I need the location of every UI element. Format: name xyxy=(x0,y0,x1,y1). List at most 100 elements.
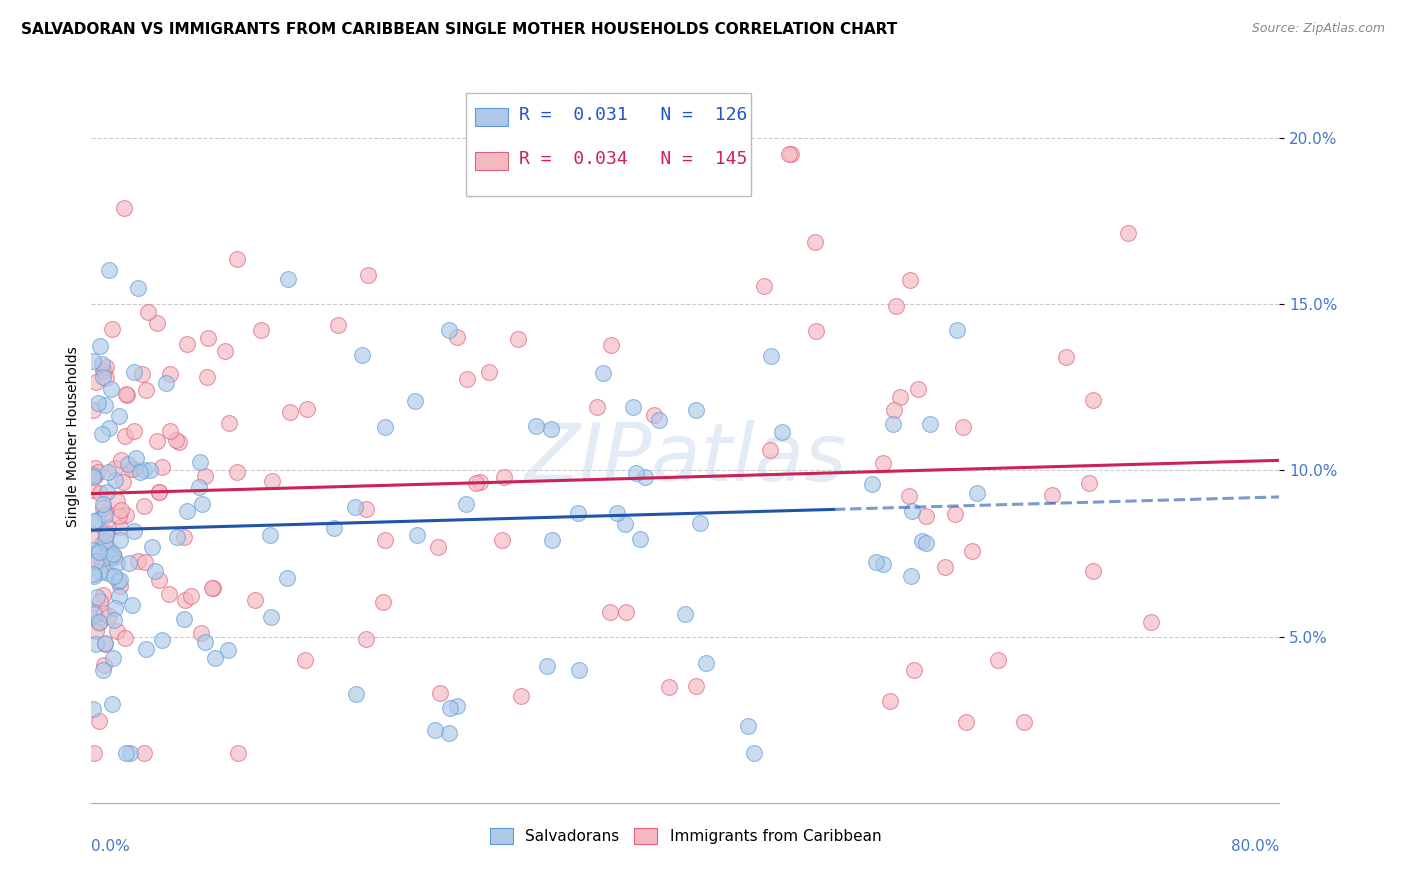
Point xyxy=(326,318,349,332)
Point xyxy=(614,605,637,619)
Point xyxy=(83,468,105,483)
Point xyxy=(872,456,894,470)
Point xyxy=(97,566,120,581)
Point xyxy=(599,605,621,619)
Text: 0.0%: 0.0% xyxy=(91,839,131,855)
Point xyxy=(118,556,141,570)
Point xyxy=(134,746,156,760)
Point xyxy=(695,656,717,670)
Text: 80.0%: 80.0% xyxy=(1232,839,1279,855)
Point xyxy=(114,746,136,760)
Point xyxy=(173,530,195,544)
Point xyxy=(174,592,197,607)
Point xyxy=(93,508,115,522)
Point xyxy=(541,533,564,548)
Point xyxy=(804,324,827,338)
Point xyxy=(344,687,367,701)
Point xyxy=(82,354,104,368)
Point xyxy=(540,422,562,436)
Point xyxy=(217,642,239,657)
Point xyxy=(84,636,107,650)
Point xyxy=(1078,476,1101,491)
Point xyxy=(114,508,136,523)
Point xyxy=(150,460,173,475)
Point xyxy=(96,528,118,542)
Point xyxy=(124,450,146,465)
Point xyxy=(966,486,988,500)
Point xyxy=(404,393,426,408)
Point xyxy=(1014,714,1036,729)
Point xyxy=(148,573,170,587)
Point xyxy=(262,474,284,488)
Point xyxy=(93,364,115,378)
Y-axis label: Single Mother Households: Single Mother Households xyxy=(66,347,80,527)
Point xyxy=(491,533,513,547)
Point xyxy=(194,468,217,483)
Point xyxy=(105,556,128,570)
Point xyxy=(770,425,793,439)
Point xyxy=(276,571,298,585)
Point xyxy=(148,485,170,500)
Point xyxy=(89,339,111,353)
Point xyxy=(689,516,711,530)
Point xyxy=(91,427,114,442)
Point xyxy=(586,400,609,414)
Text: R =  0.034   N =  145: R = 0.034 N = 145 xyxy=(519,150,748,168)
Point xyxy=(108,573,131,587)
Point xyxy=(84,624,107,639)
Point xyxy=(446,698,468,713)
Point xyxy=(87,465,110,479)
Point xyxy=(104,600,127,615)
Point xyxy=(94,398,117,412)
Point xyxy=(278,405,301,419)
Point xyxy=(84,460,107,475)
Point xyxy=(105,624,128,638)
Point xyxy=(658,680,681,694)
Point xyxy=(374,533,396,547)
Text: R =  0.031   N =  126: R = 0.031 N = 126 xyxy=(519,106,748,124)
Point xyxy=(97,542,120,557)
Point xyxy=(898,273,921,287)
Point xyxy=(107,508,129,523)
Point xyxy=(122,365,145,379)
Point xyxy=(165,434,187,448)
Point xyxy=(167,434,190,449)
Point xyxy=(860,476,883,491)
Point xyxy=(1081,392,1104,407)
Point xyxy=(101,697,124,711)
Point xyxy=(159,367,181,381)
Point xyxy=(94,506,117,520)
Point xyxy=(110,453,132,467)
Point xyxy=(91,536,114,550)
Point xyxy=(1140,615,1163,629)
Point xyxy=(191,497,214,511)
Point xyxy=(778,147,800,161)
Point xyxy=(943,507,966,521)
Point xyxy=(134,499,156,513)
Point xyxy=(122,462,145,476)
Point xyxy=(759,349,782,363)
Point xyxy=(456,372,478,386)
Point xyxy=(249,323,271,337)
Point xyxy=(259,528,281,542)
Point xyxy=(536,658,558,673)
Point xyxy=(945,323,967,337)
Point xyxy=(82,701,104,715)
Point xyxy=(454,498,477,512)
Point xyxy=(628,533,651,547)
Point xyxy=(93,657,115,672)
Point xyxy=(260,610,283,624)
Point xyxy=(883,403,905,417)
Point xyxy=(148,485,170,500)
Point xyxy=(294,653,316,667)
Point xyxy=(371,595,394,609)
Point xyxy=(143,564,166,578)
Point xyxy=(127,281,149,295)
Point xyxy=(343,500,366,514)
Point xyxy=(737,718,759,732)
Point xyxy=(243,593,266,607)
Point xyxy=(86,513,108,527)
Point xyxy=(295,402,318,417)
Point xyxy=(955,715,977,730)
Point xyxy=(89,594,111,608)
